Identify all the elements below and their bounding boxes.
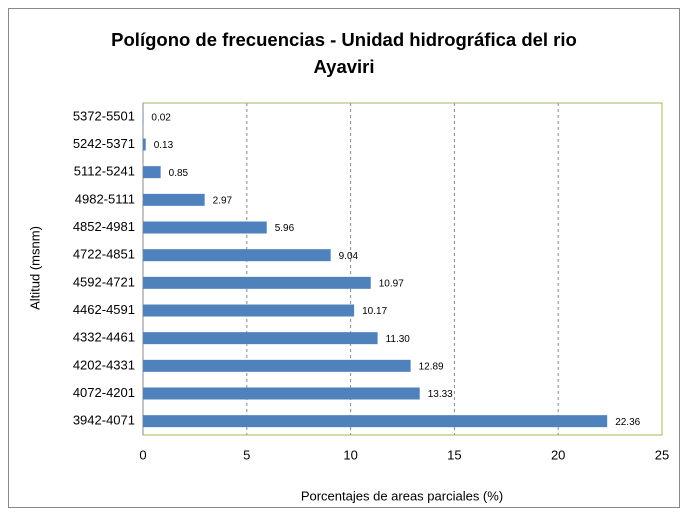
value-label: 22.36	[615, 417, 640, 428]
bar	[143, 193, 205, 206]
value-label: 0.13	[154, 140, 174, 151]
x-tick-label: 20	[551, 447, 565, 462]
y-tick-label: 5372-5501	[73, 108, 135, 123]
chart-title: Polígono de frecuencias - Unidad hidrogr…	[111, 29, 577, 77]
value-label: 2.97	[213, 195, 233, 206]
value-label: 10.97	[379, 278, 404, 289]
x-tick-label: 5	[243, 447, 250, 462]
bar	[143, 332, 378, 345]
value-label: 11.30	[386, 334, 411, 345]
bar	[143, 221, 267, 234]
y-tick-label: 3942-4071	[73, 413, 135, 428]
y-tick-label: 4722-4851	[73, 247, 135, 262]
value-label: 12.89	[419, 361, 444, 372]
y-tick-label: 4982-5111	[75, 191, 135, 206]
x-tick-label: 15	[447, 447, 461, 462]
y-tick-label: 4072-4201	[73, 385, 135, 400]
y-tick-label: 4332-4461	[73, 330, 135, 345]
x-tick-label: 25	[655, 447, 669, 462]
y-tick-label: 4202-4331	[73, 357, 135, 372]
bar	[143, 387, 420, 400]
x-tick-label: 10	[343, 447, 357, 462]
value-label: 9.04	[339, 251, 359, 262]
value-label: 13.33	[428, 389, 453, 400]
bar	[143, 166, 161, 179]
y-tick-label: 5242-5371	[73, 136, 135, 151]
y-tick-label: 5112-5241	[74, 164, 135, 179]
bar	[143, 415, 608, 428]
value-label: 0.85	[169, 168, 189, 179]
bar	[143, 304, 355, 317]
bar	[143, 249, 331, 262]
y-tick-label: 4592-4721	[73, 274, 135, 289]
value-label: 10.17	[362, 306, 387, 317]
bar	[143, 359, 411, 372]
bar	[143, 138, 146, 151]
y-tick-label: 4462-4591	[73, 302, 135, 317]
value-label: 5.96	[275, 223, 295, 234]
y-axis-label: Altitud (msnm)	[27, 226, 42, 310]
y-tick-label: 4852-4981	[73, 219, 135, 234]
x-axis-label: Porcentajes de areas parciales (%)	[301, 488, 503, 503]
x-tick-label: 0	[139, 447, 146, 462]
value-label: 0.02	[151, 112, 171, 123]
bar	[143, 276, 371, 289]
